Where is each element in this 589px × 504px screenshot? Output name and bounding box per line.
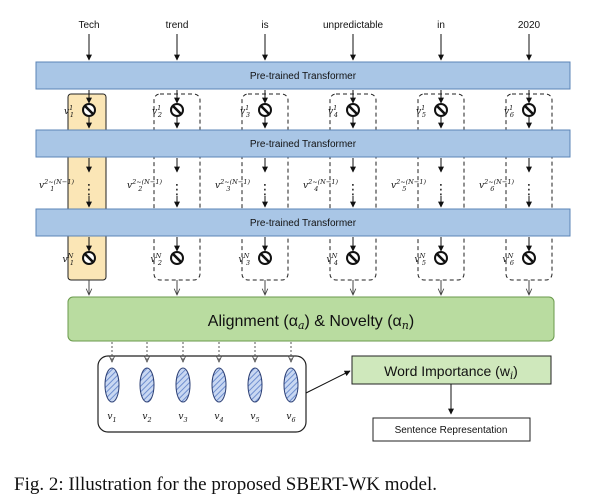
vector-label-6-mid: v2~(N−1) 6 — [479, 178, 514, 193]
vector-label-3-layer-n: vN 3 — [238, 252, 250, 267]
token-3-ellipsis: ⋮ — [258, 182, 272, 198]
output-vector-group — [97, 355, 307, 433]
token-1-ellipsis: ⋮ — [82, 182, 96, 198]
input-word-2: trend — [166, 20, 189, 31]
vector-label-1-mid: v2~(N−1) 1 — [39, 178, 74, 193]
output-vector-label-1: v1 — [107, 412, 116, 424]
output-vector-label-4: v4 — [214, 412, 223, 424]
output-vector-1 — [104, 367, 120, 403]
token-2-layer-1-node — [170, 103, 184, 117]
transformer-bar-2-label: Pre-trained Transformer — [250, 139, 357, 150]
input-word-3: is — [261, 20, 268, 31]
vector-label-6-layer-n: vN 6 — [502, 252, 514, 267]
input-word-5: in — [437, 20, 445, 31]
output-vectors: v1 v2 v3 v4 v5 v6 — [104, 342, 299, 424]
token-2-ellipsis: ⋮ — [170, 182, 184, 198]
token-4-layer-n-node — [346, 251, 360, 265]
token-1-layer-n-node — [82, 251, 96, 265]
vector-label-1-layer-1: v1 1 — [64, 104, 74, 119]
vector-label-4-mid: v2~(N−1) 4 — [303, 178, 338, 193]
token-5-ellipsis: ⋮ — [434, 182, 448, 198]
transformer-bar-1-label: Pre-trained Transformer — [250, 71, 357, 82]
output-vector-5 — [247, 367, 263, 403]
input-words: Tech trend is unpredictable in 2020 — [78, 20, 541, 61]
output-vector-6 — [283, 367, 299, 403]
token-6-ellipsis: ⋮ — [522, 182, 536, 198]
word-importance-label: Word Importance (wi) — [384, 363, 518, 382]
input-word-4: unpredictable — [323, 20, 383, 31]
output-vector-label-2: v2 — [142, 412, 151, 424]
output-vector-4 — [211, 367, 227, 403]
transformer-bar-3-label: Pre-trained Transformer — [250, 218, 357, 229]
vector-label-6-layer-1: v1 6 — [504, 104, 514, 119]
token-4-layer-1-node — [346, 103, 360, 117]
token-3-layer-1-node — [258, 103, 272, 117]
output-vector-label-5: v5 — [250, 412, 259, 424]
vector-label-5-mid: v2~(N−1) 5 — [391, 178, 426, 193]
token-3-layer-n-node — [258, 251, 272, 265]
vector-label-2-layer-n: vN 2 — [150, 252, 162, 267]
group-to-importance-arrow — [305, 370, 351, 394]
word-importance-box: Word Importance (wi) — [351, 355, 552, 385]
vector-label-2-mid: v2~(N−1) 2 — [127, 178, 162, 193]
vector-label-3-mid: v2~(N−1) 3 — [215, 178, 250, 193]
vector-label-4-layer-n: vN 4 — [326, 252, 338, 267]
output-vector-2 — [139, 367, 155, 403]
token-5-layer-1-node — [434, 103, 448, 117]
token-4-ellipsis: ⋮ — [346, 182, 360, 198]
token-columns: v1 1 ⋮ v2~(N−1) 1 vN 1 v1 2 ⋮ v2~(N−1) 2 vN 2 v1 3 ⋮ v2~(… — [39, 90, 536, 295]
vector-label-5-layer-1: v1 5 — [416, 104, 426, 119]
vector-label-2-layer-1: v1 2 — [152, 104, 162, 119]
input-word-6: 2020 — [518, 20, 541, 31]
token-2-layer-n-node — [170, 251, 184, 265]
transformer-bar-3: Pre-trained Transformer — [35, 208, 571, 237]
output-vector-label-3: v3 — [178, 412, 187, 424]
input-word-1: Tech — [78, 20, 99, 31]
transformer-bar-2: Pre-trained Transformer — [35, 129, 571, 158]
output-vector-3 — [175, 367, 191, 403]
figure-caption: Fig. 2: Illustration for the proposed SB… — [14, 474, 437, 495]
token-6-layer-n-node — [522, 251, 536, 265]
transformer-bar-1: Pre-trained Transformer — [35, 61, 571, 90]
token-5-layer-n-node — [434, 251, 448, 265]
token-1-layer-1-node — [82, 103, 96, 117]
output-vector-label-6: v6 — [286, 412, 295, 424]
vector-label-1-layer-n: vN 1 — [62, 252, 74, 267]
token-6-layer-1-node — [522, 103, 536, 117]
alignment-novelty-label: Alignment (αa) & Novelty (αn) — [208, 313, 414, 332]
sbert-wk-diagram: Pre-trained Transformer Pre-trained Tran… — [35, 20, 571, 442]
vector-label-4-layer-1: v1 4 — [328, 104, 338, 119]
alignment-novelty-box: Alignment (αa) & Novelty (αn) — [67, 296, 555, 342]
sentence-representation-label: Sentence Representation — [395, 425, 508, 436]
vector-label-5-layer-n: vN 5 — [414, 252, 426, 267]
sentence-representation-box: Sentence Representation — [372, 417, 531, 442]
vector-label-3-layer-1: v1 3 — [240, 104, 250, 119]
